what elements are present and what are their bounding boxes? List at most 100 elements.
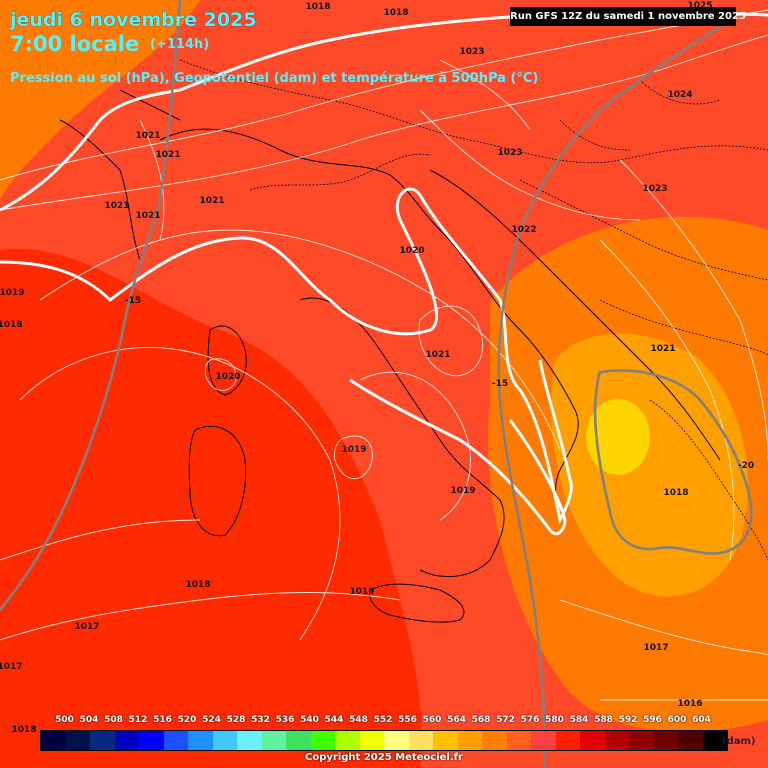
legend-label: 540: [300, 715, 319, 725]
legend-swatch: [237, 731, 262, 750]
isobar-label: 1021: [135, 131, 161, 141]
isobar-label: 1021: [425, 350, 451, 360]
isobar-label: 1018: [11, 725, 37, 735]
legend-unit: (dam): [722, 736, 756, 747]
legend-swatch: [286, 731, 311, 750]
legend-label: 520: [177, 715, 197, 725]
legend-swatch: [65, 731, 90, 750]
legend-label: 596: [643, 715, 662, 725]
isobar-label: 1023: [459, 47, 485, 57]
legend-label: 568: [471, 715, 491, 725]
legend-swatch: [335, 731, 360, 750]
legend-swatch: [678, 731, 703, 750]
legend-swatch: [506, 731, 531, 750]
legend-label: 508: [104, 715, 123, 725]
isobar-label: 1023: [497, 148, 523, 158]
legend-label: 588: [594, 715, 613, 725]
isobar-label: 1017: [74, 622, 100, 632]
legend-label: 576: [520, 715, 540, 725]
temperature-label: -15: [124, 296, 142, 306]
country-borders: [179, 59, 768, 561]
legend-swatch: [41, 731, 66, 750]
geopotential-yellow-core: [586, 399, 650, 475]
legend-label: 556: [398, 715, 417, 725]
legend-label: 600: [667, 715, 687, 725]
legend-swatch: [604, 731, 629, 750]
isobar-label: 1018: [185, 580, 211, 590]
geopotential-northwest-orange: [0, 0, 200, 200]
geopotential-contour-south: [349, 378, 567, 536]
temperature-label: -20: [737, 461, 755, 471]
legend-swatch: [188, 731, 213, 750]
legend-swatch: [114, 731, 139, 750]
legend-label: 532: [251, 715, 270, 725]
legend-label: 536: [275, 715, 295, 725]
legend-label: 500: [55, 715, 74, 725]
isobar-label: 1019: [349, 587, 375, 597]
isotherm-east: [497, 18, 731, 768]
legend-swatch: [580, 731, 605, 750]
legend-label: 528: [226, 715, 246, 725]
isobar-label: 1018: [0, 320, 23, 330]
forecast-lead-time: (+114h): [150, 37, 210, 52]
map-description: Pression au sol (hPa), Geopotentiel (dam…: [10, 71, 539, 86]
legend-swatch: [653, 731, 678, 750]
legend-label: 516: [153, 715, 172, 725]
legend-label: 592: [618, 715, 638, 725]
legend-swatch: [702, 731, 727, 750]
isobar-label: 1016: [677, 699, 703, 709]
legend-label: 560: [422, 715, 442, 725]
legend-swatch: [555, 731, 580, 750]
legend-label: 604: [692, 715, 711, 725]
isobar-label: 1021: [650, 344, 676, 354]
isobar-label: 1021: [155, 150, 181, 160]
isobar-label: 1020: [215, 372, 241, 382]
isotherm-loop: [593, 369, 753, 555]
legend-swatch: [163, 731, 188, 750]
legend-swatch: [408, 731, 433, 750]
legend-swatch: [90, 731, 115, 750]
forecast-date: jeudi 6 novembre 2025: [10, 9, 257, 31]
isobar-label: 1017: [643, 643, 669, 653]
isobar-label: 1025: [687, 1, 713, 11]
legend-label: 564: [447, 715, 466, 725]
isobar-label: 1017: [0, 662, 23, 672]
isobar-label: 1020: [399, 246, 425, 256]
isobar-label: 1024: [667, 90, 693, 100]
legend-swatch: [384, 731, 409, 750]
isobar-label: 1019: [341, 445, 367, 455]
legend-label: 524: [202, 715, 221, 725]
legend-swatch: [261, 731, 286, 750]
isobar-label: 1021: [104, 201, 130, 211]
legend-swatch: [482, 731, 507, 750]
isobar-label: 1019: [0, 288, 25, 298]
isobar-label: 1018: [383, 8, 409, 18]
legend-label: 512: [128, 715, 148, 725]
isobar-label: 1023: [642, 184, 668, 194]
legend-swatch: [212, 731, 237, 750]
isotherm-west: [0, 0, 182, 611]
geopotential-contour-central: [0, 187, 573, 525]
isobar-label: 1021: [199, 196, 225, 206]
legend-swatch: [310, 731, 335, 750]
isobar-label: 1018: [663, 488, 689, 498]
legend-label: 544: [324, 715, 344, 725]
legend-swatch: [457, 731, 482, 750]
legend-labels: 500 504 508 512 516 520 524 528 532 536 540 544 548 5…: [40, 715, 740, 727]
color-legend: [40, 730, 728, 751]
isobar-label: 1022: [511, 225, 537, 235]
legend-swatch: [359, 731, 384, 750]
isobar-label: 1018: [305, 2, 331, 12]
forecast-time: 7:00 locale: [10, 32, 140, 56]
legend-label: 584: [569, 715, 589, 725]
legend-swatch: [433, 731, 458, 750]
temperature-label: -15: [491, 379, 509, 389]
copyright: Copyright 2025 Meteociel.fr: [305, 752, 463, 763]
legend-swatch: [629, 731, 654, 750]
legend-label: 580: [545, 715, 564, 725]
legend-swatch: [139, 731, 164, 750]
coastlines: [59, 89, 721, 623]
isobar-label: 1021: [135, 211, 161, 221]
